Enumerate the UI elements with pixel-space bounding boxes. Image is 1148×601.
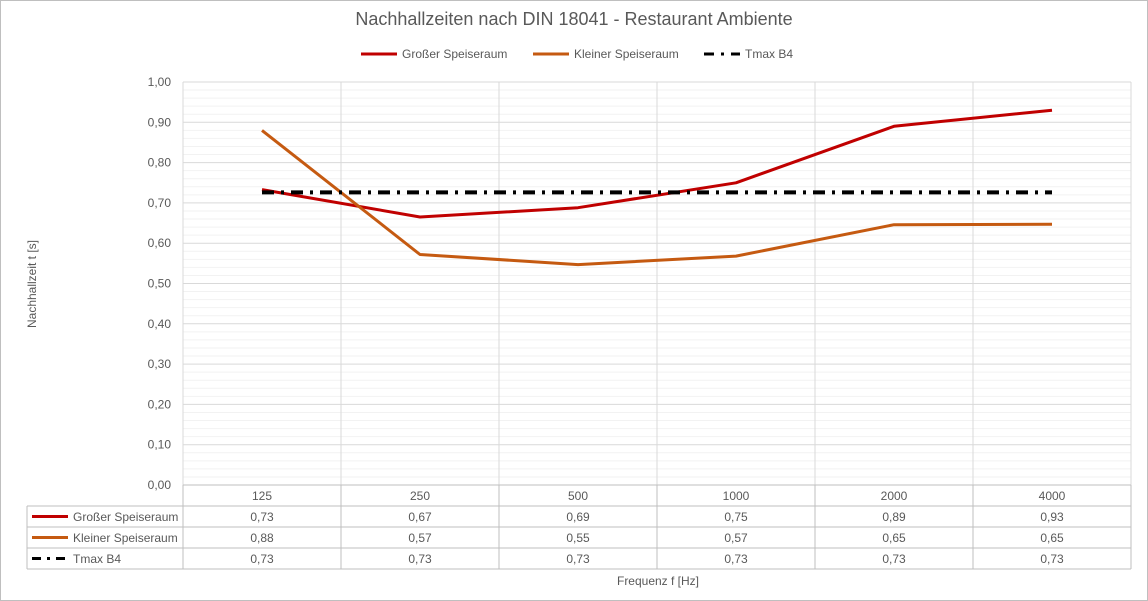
table-row-label: Großer Speiseraum <box>73 510 178 524</box>
table-cell: 0,65 <box>1040 531 1064 545</box>
table-cell: 0,73 <box>408 552 432 566</box>
table-cell: 0,65 <box>882 531 906 545</box>
y-tick-label: 0,00 <box>148 478 172 492</box>
legend-label: Großer Speiseraum <box>402 47 507 61</box>
y-tick-label: 0,20 <box>148 397 172 411</box>
legend-label: Kleiner Speiseraum <box>574 47 679 61</box>
x-tick-label: 2000 <box>881 489 908 503</box>
y-axis-title: Nachhallzeit t [s] <box>25 240 39 328</box>
y-axis-ticks: 0,00 0,10 0,20 0,30 0,40 0,50 0,60 0,70 0,80 0,90… <box>148 75 172 492</box>
y-tick-label: 0,90 <box>148 115 172 129</box>
series-line-0 <box>261 108 1053 219</box>
table-cell: 0,69 <box>566 510 590 524</box>
table-cell: 0,73 <box>250 510 274 524</box>
table-row-label: Kleiner Speiseraum <box>73 531 178 545</box>
x-axis-title: Frequenz f [Hz] <box>617 574 699 588</box>
data-table: 125 250 500 1000 2000 4000 Großer Speiseraum 0,… <box>26 485 1132 570</box>
table-cell: 0,73 <box>724 552 748 566</box>
table-cell: 0,73 <box>566 552 590 566</box>
series-line-1 <box>261 129 1053 267</box>
series-lines <box>261 108 1053 267</box>
y-tick-label: 0,30 <box>148 357 172 371</box>
x-tick-label: 500 <box>568 489 588 503</box>
table-cell: 0,55 <box>566 531 590 545</box>
grid <box>182 81 1132 486</box>
table-cell: 0,57 <box>724 531 748 545</box>
chart-title: Nachhallzeiten nach DIN 18041 - Restaura… <box>355 9 792 29</box>
table-cell: 0,73 <box>1040 552 1064 566</box>
table-cell: 0,75 <box>724 510 748 524</box>
table-cell: 0,89 <box>882 510 906 524</box>
y-tick-label: 0,80 <box>148 156 172 170</box>
y-tick-label: 0,60 <box>148 236 172 250</box>
x-tick-label: 4000 <box>1039 489 1066 503</box>
x-tick-label: 250 <box>410 489 430 503</box>
table-row-label: Tmax B4 <box>73 552 121 566</box>
x-tick-label: 125 <box>252 489 272 503</box>
table-cell: 0,67 <box>408 510 432 524</box>
table-cell: 0,73 <box>882 552 906 566</box>
table-cell: 0,57 <box>408 531 432 545</box>
y-tick-label: 0,50 <box>148 277 172 291</box>
table-cell: 0,93 <box>1040 510 1064 524</box>
y-tick-label: 0,10 <box>148 438 172 452</box>
table-cell: 0,73 <box>250 552 274 566</box>
legend: Großer Speiseraum Kleiner Speiseraum Tmax … <box>361 47 793 61</box>
y-tick-label: 0,40 <box>148 317 172 331</box>
legend-label: Tmax B4 <box>745 47 793 61</box>
table-cell: 0,88 <box>250 531 274 545</box>
y-tick-label: 1,00 <box>148 75 172 89</box>
y-tick-label: 0,70 <box>148 196 172 210</box>
x-tick-label: 1000 <box>723 489 750 503</box>
